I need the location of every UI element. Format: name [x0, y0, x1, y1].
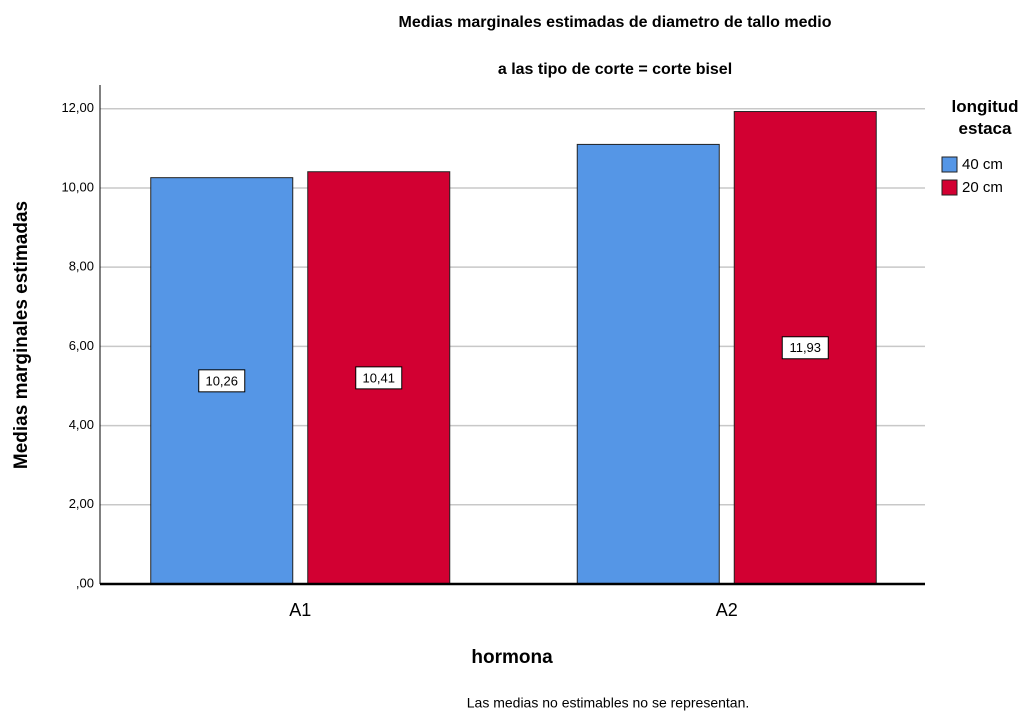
x-tick-label: A2 [716, 600, 738, 620]
legend-title: longitud estaca [951, 97, 1019, 138]
legend-swatch [941, 179, 958, 196]
y-axis-label: Medias marginales estimadas [11, 201, 32, 469]
chart-subtitle: a las tipo de corte = corte bisel [498, 61, 732, 78]
value-label-box [198, 369, 246, 393]
x-axis-label: hormona [471, 647, 553, 668]
chart-title: Medias marginales estimadas de diametro … [398, 14, 831, 31]
y-tick-label: 2,00 [69, 496, 94, 511]
value-label: 11,93 [789, 340, 821, 355]
legend-label: 40 cm [962, 156, 1003, 173]
x-tick-label: A1 [289, 600, 311, 620]
value-label-box [355, 366, 403, 390]
value-label: 10,41 [362, 370, 395, 385]
bar [576, 143, 720, 585]
y-tick-label: 4,00 [69, 417, 94, 432]
value-label: 10,26 [205, 373, 238, 388]
value-label-box [781, 336, 829, 360]
y-tick-label: 8,00 [69, 259, 94, 274]
y-tick-label: 6,00 [69, 338, 94, 353]
legend-label: 20 cm [962, 179, 1003, 196]
y-tick-label: 12,00 [61, 100, 94, 115]
y-tick-label: ,00 [76, 575, 94, 590]
legend-swatch [941, 156, 958, 173]
footnote: Las medias no estimables no se represent… [467, 695, 750, 711]
y-tick-label: 10,00 [61, 179, 94, 194]
